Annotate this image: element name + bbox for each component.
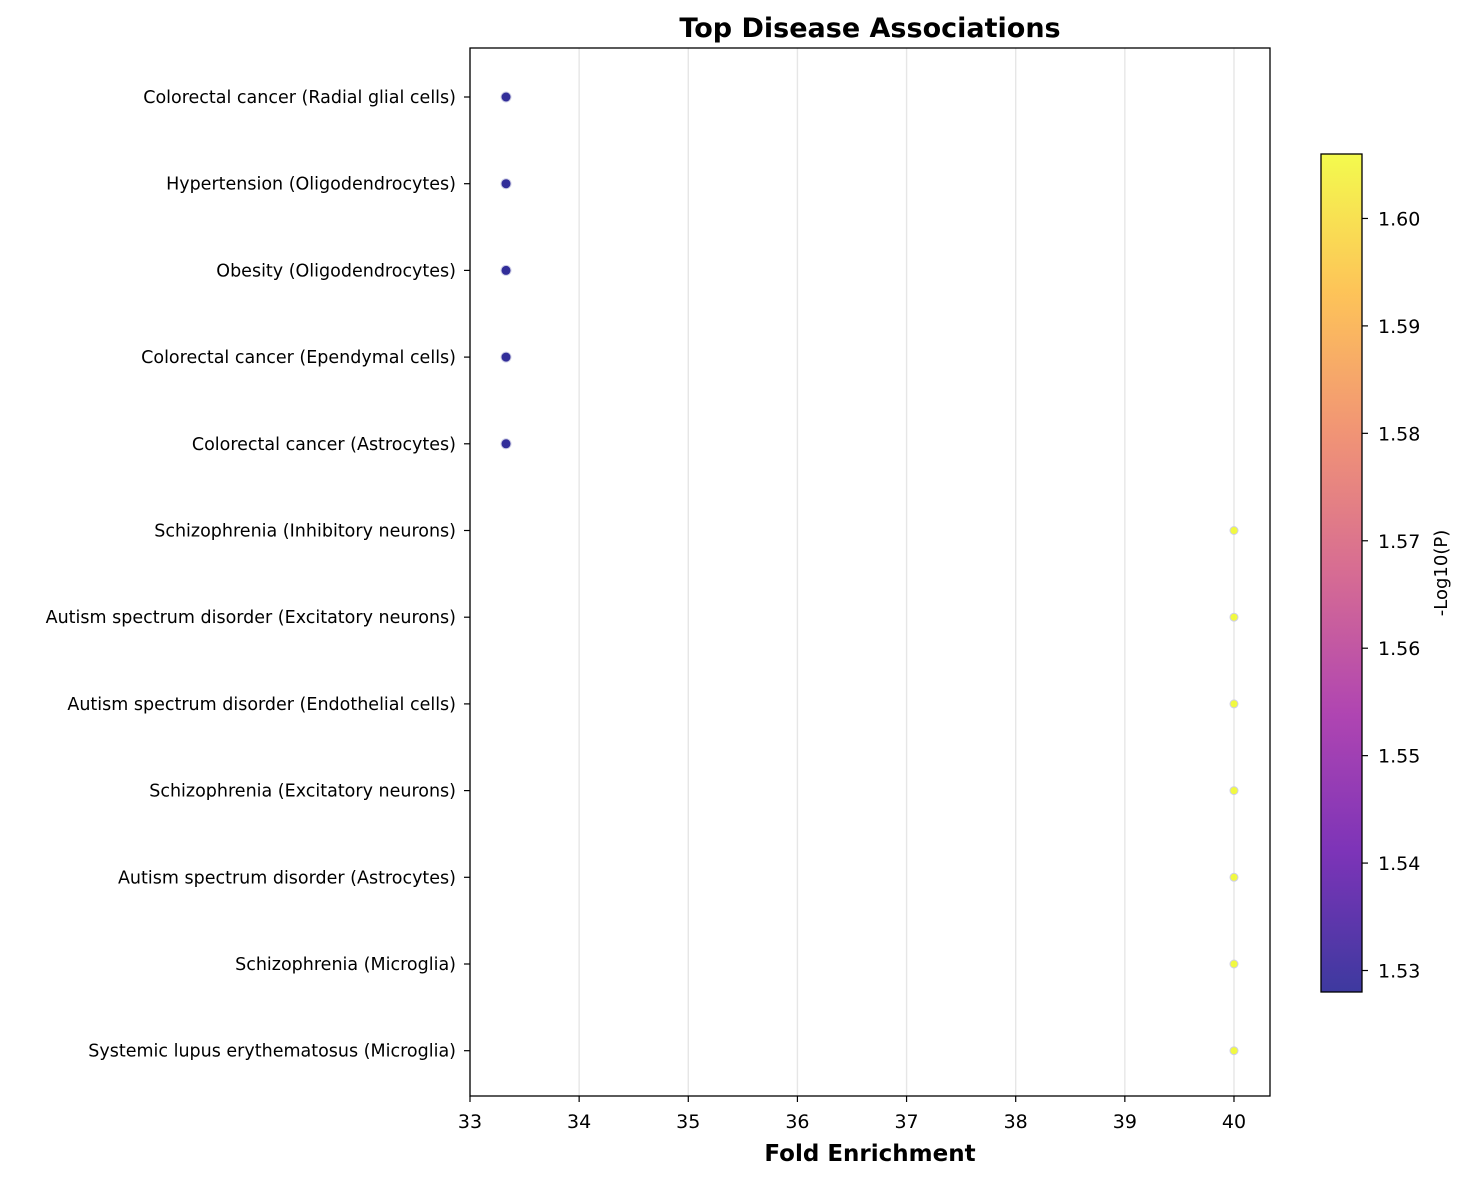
x-tick-label: 37 [894,1111,918,1133]
data-point [500,178,512,190]
y-tick-label: Autism spectrum disorder (Excitatory neu… [46,608,456,628]
grid-lines [469,48,1235,1096]
colorbar-label: -Log10(P) [1431,530,1452,616]
colorbar-tick-label: 1.60 [1378,208,1420,230]
data-point [500,91,512,103]
y-tick-label: Autism spectrum disorder (Astrocytes) [118,868,456,888]
y-tick-label: Colorectal cancer (Astrocytes) [192,435,456,455]
x-tick-label: 38 [1004,1111,1028,1133]
data-point [500,264,512,276]
y-tick-label: Schizophrenia (Excitatory neurons) [149,782,456,802]
data-point [1229,699,1239,709]
y-tick-label: Hypertension (Oligodendrocytes) [166,175,456,195]
x-tick-label: 34 [567,1111,591,1133]
colorbar-tick-label: 1.56 [1378,638,1420,660]
plot-area [469,47,1271,1097]
x-tick-label: 33 [458,1111,482,1133]
x-tick-label: 40 [1222,1111,1246,1133]
x-axis-ticks: 33 34 35 36 37 38 39 40 [458,1096,1246,1133]
x-axis-label: Fold Enrichment [764,1141,975,1167]
data-point [1229,612,1239,622]
colorbar-tick-label: 1.53 [1378,961,1420,983]
data-point [500,351,512,363]
x-tick-label: 39 [1113,1111,1137,1133]
y-tick-label: Schizophrenia (Microglia) [235,955,456,975]
data-point [500,438,512,450]
chart-title: Top Disease Associations [679,13,1060,44]
y-tick-label: Colorectal cancer (Radial glial cells) [143,88,456,108]
data-point [1229,786,1239,796]
y-tick-label: Autism spectrum disorder (Endothelial ce… [67,695,456,715]
colorbar-tick-label: 1.55 [1378,746,1420,768]
y-axis-ticks: Colorectal cancer (Radial glial cells) Hy… [46,88,470,1062]
colorbar-gradient [1320,153,1363,993]
colorbar-tick-label: 1.57 [1378,531,1420,553]
y-tick-label: Obesity (Oligodendrocytes) [216,261,456,281]
x-tick-label: 36 [785,1111,809,1133]
colorbar-tick-label: 1.59 [1378,316,1420,338]
colorbar-ticks: 1.53 1.54 1.55 1.56 1.57 1.58 1.59 1.60 [1362,208,1420,983]
data-point [1229,1046,1239,1056]
colorbar-tick-label: 1.58 [1378,423,1420,445]
colorbar: 1.53 1.54 1.55 1.56 1.57 1.58 1.59 1.60 -Log10(… [1320,153,1452,993]
data-point [1229,872,1239,882]
data-point [1229,526,1239,535]
colorbar-tick-label: 1.54 [1378,853,1420,875]
y-tick-label: Schizophrenia (Inhibitory neurons) [154,522,456,542]
x-tick-label: 35 [676,1111,700,1133]
y-tick-label: Colorectal cancer (Ependymal cells) [141,348,456,368]
y-tick-label: Systemic lupus erythematosus (Microglia) [88,1042,456,1062]
data-points [500,91,1239,1056]
data-point [1229,959,1239,969]
